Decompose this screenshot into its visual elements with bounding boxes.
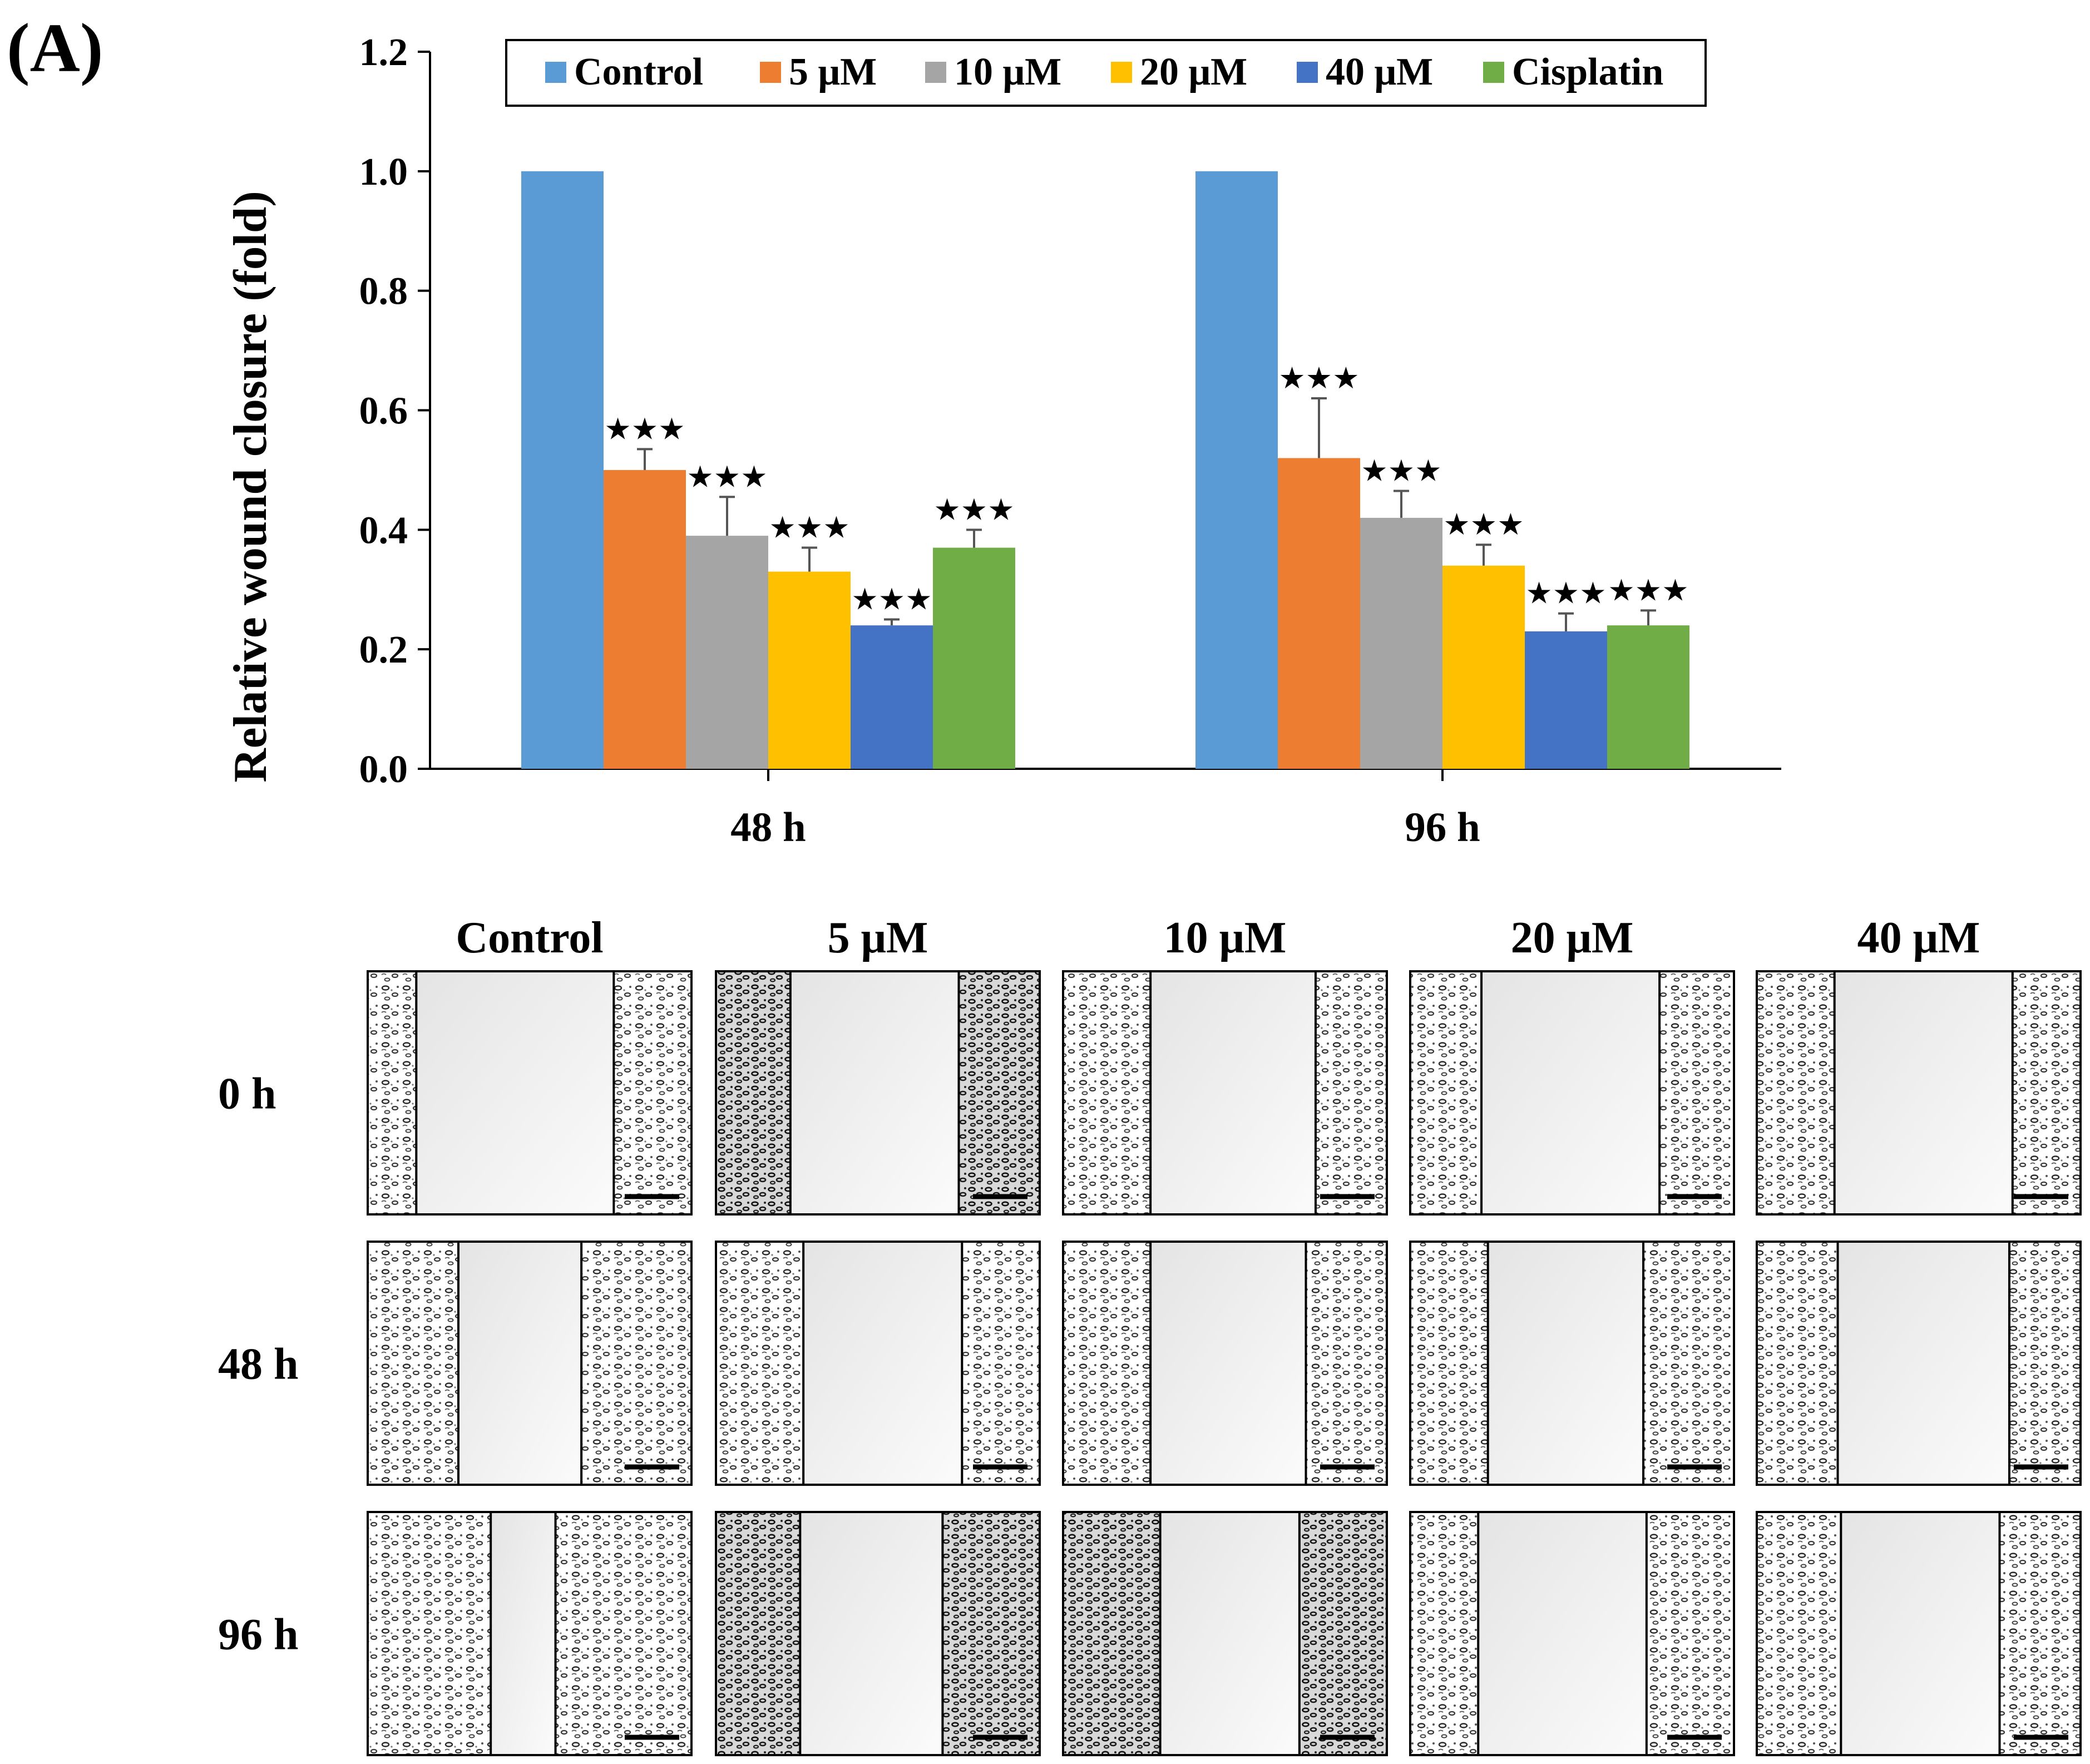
legend-label-10-um: 10 μM	[954, 51, 1061, 93]
y-tick-label: 0.4	[359, 509, 408, 552]
legend-swatch-20-um	[1111, 62, 1132, 83]
legend-swatch-control	[545, 62, 566, 83]
legend-swatch-40-um	[1297, 62, 1318, 83]
significance-stars: ★★★	[604, 411, 685, 446]
micrograph-96-h-40-um	[1756, 1511, 2082, 1756]
significance-stars: ★★★	[1525, 576, 1606, 611]
y-tick-label: 0.0	[359, 748, 408, 791]
y-tick-label: 1.2	[359, 31, 408, 74]
micrograph-0-h-10-um	[1062, 970, 1388, 1215]
x-tick-label: 48 h	[730, 804, 806, 851]
significance-stars: ★★★	[851, 581, 932, 616]
significance-stars: ★★★	[1443, 507, 1524, 542]
micrograph-48-h-control	[367, 1241, 693, 1486]
bar-40-um-96-h	[1525, 631, 1607, 769]
significance-stars: ★★★	[1608, 572, 1688, 607]
micrograph-0-h-control	[367, 970, 693, 1215]
legend: Control 5 μM 10 μM 20 μM 40 μM Cisplatin	[505, 39, 1707, 107]
micrograph-0-h-20-um	[1409, 970, 1735, 1215]
row-label-48-h: 48 h	[218, 1340, 299, 1389]
significance-stars: ★★★	[933, 492, 1014, 527]
column-header-10-um: 10 μM	[1164, 913, 1287, 962]
legend-swatch-cisplatin	[1483, 62, 1504, 83]
micrograph-96-h-5-um	[715, 1511, 1041, 1756]
micrograph-0-h-40-um	[1756, 970, 2082, 1215]
significance-stars: ★★★	[769, 510, 849, 545]
bar-control-48-h	[521, 171, 604, 769]
legend-label-20-um: 20 μM	[1140, 51, 1247, 93]
legend-swatch-5-um	[760, 62, 781, 83]
row-label-96-h: 96 h	[218, 1610, 299, 1659]
bar-40-um-48-h	[851, 625, 933, 769]
bar-10-um-48-h	[686, 536, 768, 769]
column-header-5-um: 5 μM	[828, 913, 928, 962]
bar-cisplatin-96-h	[1607, 625, 1689, 769]
panel-label: (A)	[7, 10, 103, 87]
y-tick-label: 0.6	[359, 390, 408, 433]
bar-10-um-96-h	[1360, 517, 1442, 769]
legend-label-cisplatin: Cisplatin	[1512, 51, 1663, 93]
micrograph-48-h-10-um	[1062, 1241, 1388, 1486]
micrograph-48-h-40-um	[1756, 1241, 2082, 1486]
legend-label-control: Control	[574, 51, 703, 93]
micrograph-grid: Control 5 μM 10 μM 20 μM 40 μM 0 h 48 h 96 h	[218, 913, 2082, 1756]
y-axis-label: Relative wound closure (fold)	[224, 191, 276, 782]
bar-chart: Relative wound closure (fold) 0.0 0.2 0.4 0…	[224, 31, 1781, 851]
bar-5-um-96-h	[1278, 458, 1360, 769]
micrograph-48-h-5-um	[715, 1241, 1041, 1486]
micrograph-96-h-20-um	[1409, 1511, 1735, 1756]
bar-20-um-48-h	[768, 571, 851, 769]
y-tick-label: 1.0	[359, 151, 408, 194]
column-header-20-um: 20 μM	[1511, 913, 1634, 962]
micrograph-0-h-5-um	[715, 970, 1041, 1215]
micrograph-96-h-control	[367, 1511, 693, 1756]
significance-stars: ★★★	[686, 459, 767, 494]
micrograph-48-h-20-um	[1409, 1241, 1735, 1486]
x-tick-label: 96 h	[1405, 804, 1480, 851]
significance-stars: ★★★	[1278, 360, 1359, 396]
y-tick-label: 0.2	[359, 629, 408, 671]
y-tick-label: 0.8	[359, 270, 408, 313]
bar-control-96-h	[1195, 171, 1278, 769]
row-label-0-h: 0 h	[218, 1070, 276, 1119]
legend-box	[505, 39, 1707, 107]
bar-20-um-96-h	[1442, 565, 1525, 769]
bar-cisplatin-48-h	[933, 547, 1015, 769]
legend-swatch-10-um	[925, 62, 946, 83]
column-header-40-um: 40 μM	[1857, 913, 1980, 962]
legend-label-5-um: 5 μM	[789, 51, 877, 93]
significance-stars: ★★★	[1361, 453, 1441, 488]
legend-label-40-um: 40 μM	[1326, 51, 1433, 93]
bar-5-um-48-h	[604, 470, 686, 769]
micrograph-96-h-10-um	[1062, 1511, 1388, 1756]
column-header-control: Control	[456, 913, 603, 962]
